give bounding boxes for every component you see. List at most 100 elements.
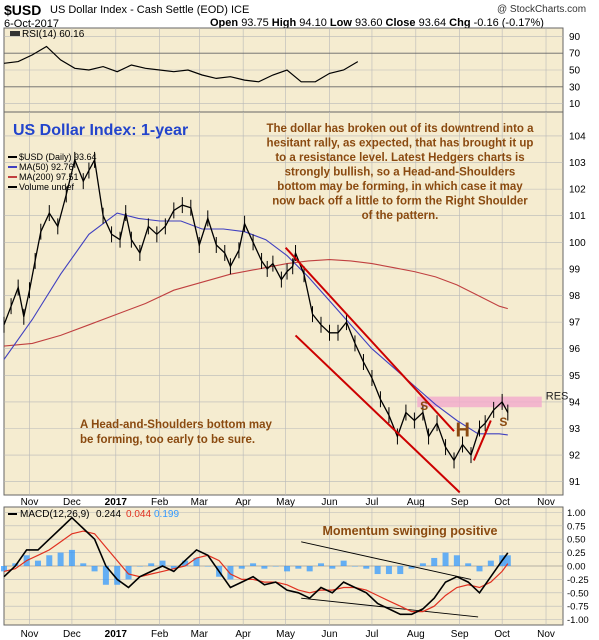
price-tick-94: 94 [569, 397, 581, 408]
annotation-line-2: to a resistance level. Latest Hedgers ch… [275, 152, 524, 164]
macd-hist-bar-6 [68, 549, 75, 566]
macd-hist-bar-36 [408, 566, 415, 569]
resistance-label: RES. [546, 390, 572, 402]
price-xlabel-4: Mar [191, 497, 209, 508]
macd-hist-bar-9 [102, 566, 109, 585]
price-tick-93: 93 [569, 424, 581, 435]
chart-date: 6-Oct-2017 [4, 18, 60, 30]
annotation-line-5: now back off a little to form the Right … [272, 196, 528, 208]
macd-hist-bar-16 [182, 560, 189, 566]
rsi-tick-70: 70 [569, 49, 581, 60]
macd-xlabel-12: Nov [537, 629, 555, 640]
channel-lower-line [294, 334, 461, 494]
open-value: 93.75 [241, 17, 269, 29]
macd-hist-bar-3 [34, 560, 41, 566]
price-xlabel-7: Jun [321, 497, 337, 508]
macd-hist-bar-14 [159, 560, 166, 566]
price-legend-3: Volume undef [19, 182, 75, 192]
macd-hist-bar-33 [374, 566, 381, 575]
rsi-tick-90: 90 [569, 32, 581, 43]
macd-hist-bar-27 [306, 566, 313, 572]
macd-legend-signal: 0.044 [126, 509, 151, 520]
macd-xlabel-1: Dec [63, 629, 81, 640]
pattern-label-0: S [420, 399, 428, 413]
macd-hist-bar-34 [385, 566, 392, 575]
rsi-legend: RSI(14) 60.16 [22, 29, 85, 40]
rsi-line [3, 45, 359, 83]
macd-hist-bar-10 [114, 566, 121, 585]
annotation-line-6: of the pattern. [362, 210, 439, 222]
macd-xlabel-0: Nov [21, 629, 39, 640]
macd-hist-bar-35 [397, 566, 404, 575]
macd-annotation: Momentum swinging positive [322, 524, 497, 538]
macd-hist-bar-17 [193, 557, 200, 566]
macd-hist-bar-20 [227, 566, 234, 580]
macd-hist-bar-43 [487, 560, 494, 566]
macd-hist-bar-11 [125, 566, 132, 580]
price-xlabel-12: Nov [537, 497, 555, 508]
macd-hist-bar-0 [1, 566, 7, 572]
price-xlabel-8: Jul [366, 497, 379, 508]
annotation2-line-0: A Head-and-Shoulders bottom may [80, 419, 272, 431]
ma200-line [3, 259, 508, 347]
macd-hist-bar-12 [136, 566, 143, 567]
macd-hist-bar-8 [91, 566, 98, 572]
price-tick-91: 91 [569, 477, 581, 488]
macd-xlabel-5: Apr [235, 629, 251, 640]
macd-hist-bar-31 [351, 566, 358, 567]
macd-xlabel-9: Aug [407, 629, 425, 640]
macd-hist-bar-4 [46, 555, 53, 566]
price-tick-101: 101 [569, 211, 586, 222]
stockcharts-watermark: @ StockCharts.com [497, 4, 587, 15]
high-value: 94.10 [299, 17, 327, 29]
rsi-legend-swatch [10, 31, 20, 36]
macd-xlabel-6: May [276, 629, 295, 640]
macd-hist-bar-39 [442, 552, 449, 566]
macd-hist-bar-21 [238, 566, 245, 569]
macd-legend-hist: 0.199 [154, 509, 179, 520]
chg-label: Chg [449, 17, 471, 29]
open-label: Open [210, 17, 239, 29]
annotation-line-4: bottom may be forming, in which case it … [277, 181, 523, 193]
macd-xlabel-7: Jun [321, 629, 337, 640]
uptrend-line [472, 420, 492, 461]
macd-xlabel-3: Feb [151, 629, 169, 640]
rsi-tick-30: 30 [569, 82, 581, 93]
price-tick-103: 103 [569, 158, 586, 169]
price-xlabel-5: Apr [235, 497, 251, 508]
macd-hist-bar-41 [465, 563, 472, 566]
macd-hist-bar-25 [284, 566, 291, 572]
macd-hist-bar-23 [261, 566, 268, 569]
channel-upper-line [284, 246, 455, 432]
macd-hist-bar-37 [419, 563, 426, 566]
ohlc-readout: Open 93.75 High 94.10 Low 93.60 Close 93… [210, 17, 544, 29]
annotation2-line-1: be forming, too early to be sure. [80, 434, 255, 446]
price-xlabel-0: Nov [21, 497, 39, 508]
price-legend-1: MA(50) 92.76 [19, 162, 74, 172]
price-tick-97: 97 [569, 318, 581, 329]
macd-hist-bar-40 [453, 555, 460, 566]
macd-hist-bar-24 [272, 566, 279, 567]
price-xlabel-1: Dec [63, 497, 81, 508]
chart-symbol: $USD [4, 2, 42, 18]
macd-tick-6: -0.50 [567, 588, 589, 599]
macd-hist-bar-45 [504, 555, 511, 566]
macd-hist-bar-28 [318, 563, 325, 566]
macd-hist-bar-7 [80, 563, 87, 566]
price-legend-2: MA(200) 97.51 [19, 172, 79, 182]
pattern-label-2: S [499, 415, 507, 429]
price-xlabel-11: Oct [494, 497, 510, 508]
macd-trendline-upper [301, 541, 472, 580]
macd-line [3, 516, 509, 616]
macd-trendline-lower [301, 597, 479, 618]
macd-hist-bar-32 [363, 566, 370, 569]
chg-value: -0.16 (-0.17%) [473, 17, 544, 29]
price-xlabel-10: Sep [451, 497, 469, 508]
macd-hist-bar-42 [476, 566, 483, 572]
macd-tick-5: -0.25 [567, 575, 589, 586]
annotation-line-1: hesitant rally, as expected, that has br… [267, 138, 534, 150]
price-tick-99: 99 [569, 264, 581, 275]
price-tick-95: 95 [569, 371, 581, 382]
macd-tick-4: 0.00 [567, 562, 586, 573]
macd-tick-7: -0.75 [567, 602, 589, 613]
